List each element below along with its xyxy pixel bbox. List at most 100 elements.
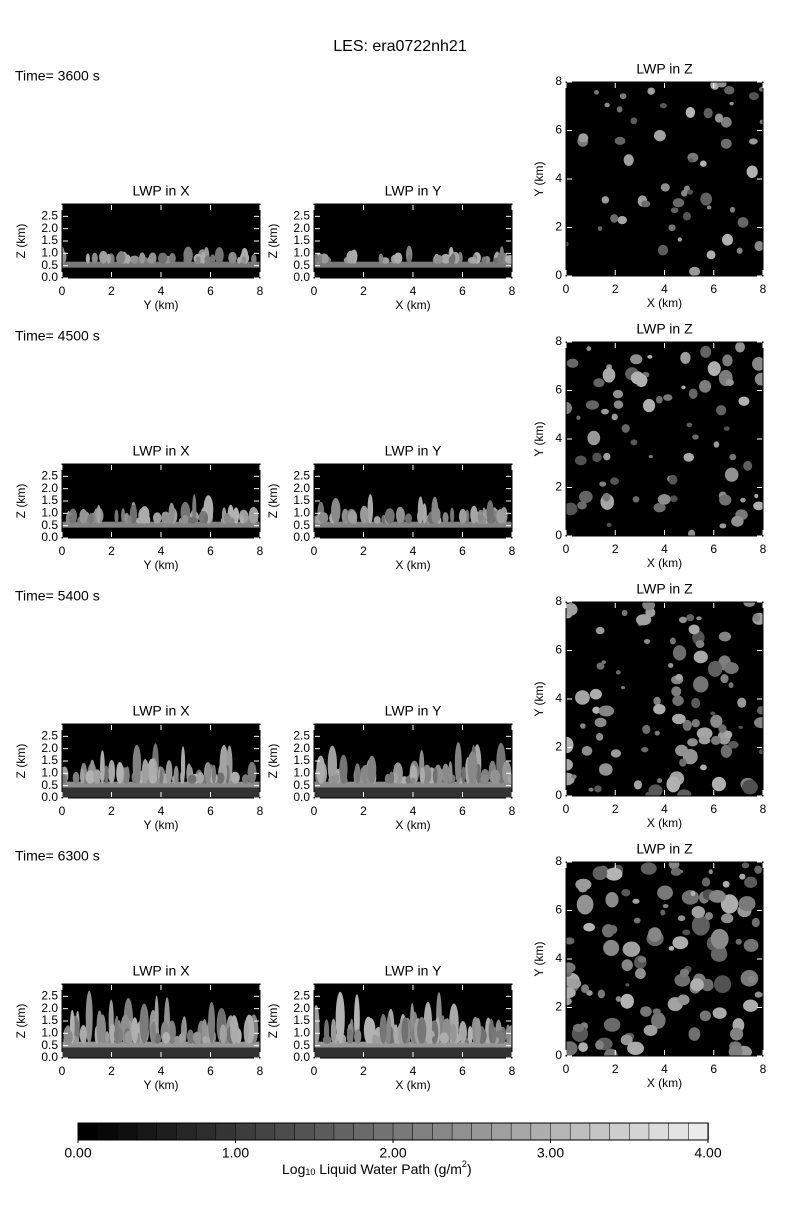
cloud-field: [566, 82, 763, 276]
cloud: [752, 613, 761, 622]
cloud: [79, 508, 88, 524]
x-tick-label: 0: [311, 544, 318, 558]
x-tick-label: 4: [661, 282, 668, 296]
cloud: [738, 896, 756, 912]
cloud: [214, 247, 224, 264]
cloud: [609, 925, 618, 934]
y-tick-label: 0.0: [293, 1050, 310, 1064]
colorbar-step: [589, 1122, 611, 1141]
cloud: [633, 917, 641, 924]
cloud: [62, 774, 68, 784]
cloud: [610, 477, 620, 485]
cloud: [718, 631, 732, 642]
cloud: [756, 706, 763, 715]
y-axis-label: Y (km): [532, 161, 546, 196]
y-tick-label: 2.0: [293, 741, 310, 755]
cloud: [682, 719, 692, 731]
cloud: [173, 765, 179, 784]
y-tick-label: 0.5: [293, 778, 310, 792]
cloud: [566, 937, 575, 945]
cloud: [700, 345, 712, 358]
y-tick-label: 0.5: [41, 778, 58, 792]
cloud: [688, 388, 698, 399]
x-tick-label: 6: [710, 802, 717, 816]
cloud: [677, 789, 692, 796]
cloud: [168, 502, 175, 524]
label-sub: 10: [305, 1167, 315, 1177]
cloud: [710, 947, 728, 962]
cloud: [188, 516, 198, 524]
cloud: [243, 1019, 249, 1044]
cloud: [318, 512, 329, 524]
surface-layer: [314, 1041, 512, 1048]
cloud: [670, 495, 678, 503]
x-tick-label: 2: [612, 542, 619, 556]
cloud: [431, 506, 441, 524]
cloud: [737, 697, 747, 708]
cloud: [379, 1014, 387, 1044]
surface-layer: [314, 521, 512, 528]
cloud: [657, 778, 663, 784]
cloud: [612, 389, 624, 399]
colorbar-step: [294, 1122, 315, 1141]
cloud: [442, 512, 449, 524]
cloud: [751, 917, 760, 928]
cloud: [700, 764, 707, 771]
cloud: [720, 674, 729, 684]
cloud: [642, 724, 651, 734]
cloud: [677, 915, 686, 922]
y-tick-label: 0.0: [41, 270, 58, 284]
cloud: [692, 434, 699, 440]
cloud: [632, 898, 640, 904]
cloud: [566, 758, 573, 771]
cloud: [672, 936, 689, 950]
cloud: [251, 254, 257, 264]
y-axis-label: Y (km): [532, 681, 546, 716]
cloud: [129, 255, 140, 264]
x-tick-label: 6: [459, 1064, 466, 1078]
cloud: [585, 400, 599, 410]
y-tick-label: 1.0: [293, 1026, 310, 1040]
cloud: [653, 129, 666, 142]
cloud: [652, 1008, 661, 1015]
cloud: [605, 867, 623, 881]
y-tick-label: 8: [555, 334, 562, 348]
x-tick-label: 2: [612, 1062, 619, 1076]
y-tick-label: 2.0: [293, 481, 310, 495]
cloud: [686, 422, 693, 428]
colorbar-step: [353, 1122, 375, 1141]
y-tick-label: 2.5: [41, 209, 58, 223]
cloud: [139, 506, 150, 524]
cloud: [719, 494, 732, 506]
cloud: [735, 938, 742, 945]
cloud: [699, 1010, 711, 1022]
cloud: [696, 616, 702, 621]
y-tick-label: 6: [555, 643, 562, 657]
y-axis-label: Z (km): [14, 224, 28, 259]
colorbar-step: [530, 1122, 552, 1141]
y-tick-label: 4: [555, 171, 562, 185]
cloud: [228, 251, 237, 264]
cloud: [566, 962, 576, 973]
x-tick-label: 4: [410, 544, 417, 558]
cloud: [691, 697, 701, 709]
cloud: [623, 154, 634, 166]
cloud: [633, 780, 642, 790]
panel-title: LWP in Z: [636, 61, 693, 77]
cloud: [593, 378, 605, 388]
colorbar-step: [215, 1122, 237, 1141]
panel-frame: [313, 983, 513, 1059]
cloud: [458, 1021, 467, 1044]
cloud-field: [314, 494, 512, 528]
cloud: [182, 514, 189, 524]
cloud: [422, 503, 427, 524]
cloud: [620, 1034, 633, 1046]
cloud: [668, 474, 678, 485]
y-tick-label: 1.5: [293, 493, 310, 507]
x-tick-label: 8: [257, 544, 264, 558]
colorbar-step: [491, 1122, 512, 1141]
x-tick-label: 8: [509, 1064, 516, 1078]
cloud: [141, 759, 149, 784]
cloud: [85, 770, 96, 784]
cloud: [622, 941, 641, 957]
